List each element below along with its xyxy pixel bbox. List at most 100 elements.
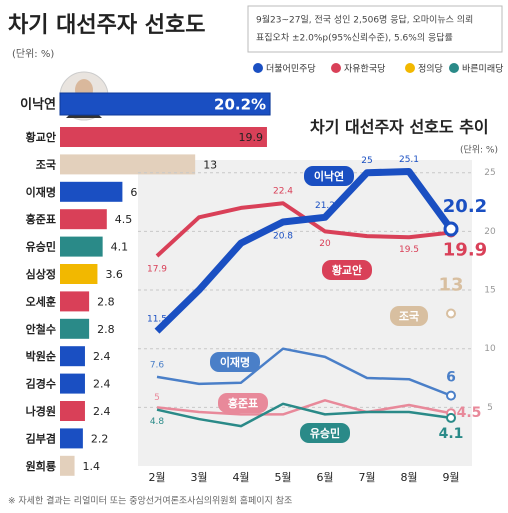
value-label: 2.8 [97,295,115,308]
series-name-box [390,306,428,326]
legend-label: 정의당 [418,64,443,75]
category-label: 오세훈 [26,294,56,308]
value-label: 20.2 [443,196,487,217]
chart-title: 차기 대선주자 선호도 추이 [310,118,489,137]
series-name-box [322,260,372,280]
bar [60,291,90,312]
x-tick-label: 2월 [148,471,165,484]
value-label: 25.1 [399,155,419,165]
y-tick-label: 10 [484,344,496,354]
x-tick-label: 6월 [316,471,333,484]
value-label: 7.6 [150,360,165,370]
legend-swatch [331,63,341,73]
legend-label: 바른미래당 [462,64,503,75]
value-label: 20.8 [273,232,293,242]
value-label: 6 [130,186,137,199]
end-point [446,308,456,319]
note-box [247,5,503,53]
category-label: 김경수 [26,377,56,391]
value-label: 19.5 [399,245,419,255]
series-line [154,168,454,334]
value-label: 20.2% [214,96,266,114]
y-tick-label: 20 [484,227,496,237]
value-label: 3.6 [105,268,123,281]
bar [60,264,98,284]
category-label: 유승민 [26,240,56,254]
series-name-box [210,352,260,372]
value-label: 20 [319,239,331,249]
value-label: 13 [203,158,217,171]
bar [60,154,196,175]
legend-swatch [449,63,459,73]
category-label: 조국 [36,158,56,171]
value-label: 2.4 [93,378,111,391]
y-tick-label: 25 [484,168,495,178]
value-label: 5 [154,393,160,403]
category-label: 김부겸 [26,432,56,445]
bar [60,346,85,367]
series-name: 이재명 [220,355,250,369]
bar [60,401,85,421]
value-label: 2.4 [93,405,111,418]
series-line [156,347,452,397]
category-label: 황교안 [26,130,56,144]
series-name: 홍준표 [228,396,258,410]
title: 차기 대선주자 선호도 [8,13,205,38]
x-tick-label: 7월 [358,471,375,484]
bar [60,236,103,257]
value-label: 22.4 [273,187,293,197]
series-name-box [304,166,354,186]
unit: (단위: %) [460,145,498,156]
note-line: 9월23~27일, 전국 성인 2,506명 응답, 오마이뉴스 의뢰 [256,14,473,26]
value-label: 19.9 [443,240,487,261]
value-label: 25 [361,156,372,166]
bar [60,428,83,449]
value-label: 1.4 [83,460,101,473]
category-label: 원희룡 [26,459,56,473]
bar [60,181,123,202]
note-line: 표집오차 ±2.0%p(95%신뢰수준), 5.6%의 응답률 [256,32,453,44]
value-label: 19.9 [238,131,263,144]
series-line [156,399,452,416]
x-tick-label: 5월 [274,471,291,484]
value-label: 2.2 [91,432,109,445]
legend-label: 자유한국당 [344,64,385,75]
value-label: 4.1 [111,241,129,254]
x-tick-label: 8월 [400,471,417,484]
y-tick-label: 15 [484,286,495,296]
bar [59,92,271,116]
category-label: 박원순 [26,349,56,363]
series-name: 유승민 [310,426,340,440]
series-line [156,402,452,428]
end-point [443,221,459,237]
x-tick-label: 9월 [442,471,459,484]
value-label: 6 [446,370,456,386]
category-label: 안철수 [26,322,56,336]
value-label: 2.8 [97,323,115,336]
value-label: 4.5 [115,213,133,226]
x-tick-label: 4월 [232,471,249,484]
series-name: 이낙연 [314,169,344,183]
series-name-box [300,423,350,443]
series-name: 황교안 [332,263,362,277]
legend-label: 더불어민주당 [266,64,316,75]
category-label: 나경원 [26,404,56,418]
value-label: 4.1 [439,426,464,442]
category-label: 이재명 [26,185,56,199]
series-name: 조국 [399,310,419,323]
value-label: 4.5 [457,405,482,421]
bar [60,127,267,147]
bar [60,209,107,230]
end-point [446,390,456,401]
x-tick-label: 3월 [190,471,207,484]
value-label: 2.4 [93,350,111,363]
value-label: 17.9 [147,265,167,275]
value-label: 21.2 [315,201,335,211]
bar [60,455,75,476]
value-label: 13 [438,275,463,296]
footnote: ※ 자세한 결과는 리얼미터 또는 중앙선거여론조사심의위원회 홈페이지 참조 [8,495,292,507]
category-label: 심상정 [26,267,56,281]
unit: (단위: %) [12,47,54,60]
end-point [446,412,456,423]
